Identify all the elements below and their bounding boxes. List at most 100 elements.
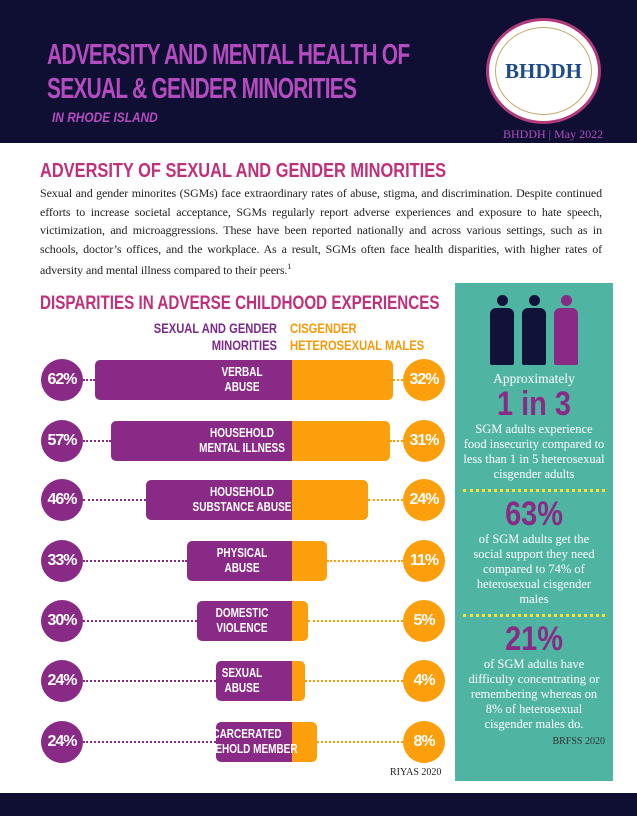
bar-cis (292, 360, 394, 400)
bar-sgm (215, 722, 292, 762)
bar-label: VERBAL ABUSE (154, 362, 330, 398)
bar-sgm (95, 360, 292, 400)
stat3-text: of SGM adults have difficulty concentrat… (468, 657, 600, 731)
chart-row: INCARCERATED HOUSEHOLD MEMBER 24% 8% (0, 719, 455, 765)
bar-cis (292, 661, 305, 701)
value-label-cis: 24% (403, 479, 445, 521)
chart-row: SEXUAL ABUSE 24% 4% (0, 658, 455, 704)
value-label-cis: 31% (403, 420, 445, 462)
bar-sgm (111, 421, 292, 461)
bar-sgm (215, 661, 292, 701)
connector-cis (304, 680, 403, 682)
connector-sgm (83, 620, 197, 622)
legend-sgm-line2: MINORITIES (211, 337, 277, 353)
bar-label: SEXUAL ABUSE (154, 663, 330, 699)
connector-cis (368, 499, 403, 501)
bar-label-line2: ABUSE (224, 681, 260, 695)
header-banner: ADVERSITY AND MENTAL HEALTH OF SEXUAL & G… (0, 0, 637, 143)
connector-sgm (83, 499, 147, 501)
bar-label-line2: SUBSTANCE ABUSE (192, 500, 292, 514)
value-label-cis: 8% (403, 721, 445, 763)
stat1-intro: Approximately (493, 371, 575, 386)
bar-cis (292, 541, 327, 581)
divider (463, 489, 605, 492)
value-label-cis: 11% (403, 540, 445, 582)
bhddh-logo: BHDDH (486, 18, 601, 124)
value-label-sgm: 24% (41, 721, 83, 763)
bar-label: PHYSICAL ABUSE (154, 543, 330, 579)
footnote-ref: 1 (287, 262, 292, 271)
bar-label-line2: HOUSEHOLD MEMBER (186, 742, 298, 756)
connector-cis (326, 560, 403, 562)
stat2-value: 63% (505, 495, 563, 533)
value-label-sgm: 57% (41, 420, 83, 462)
page-subtitle: IN RHODE ISLAND (52, 109, 158, 125)
connector-cis (307, 620, 403, 622)
chart-row: VERBAL ABUSE 62% 32% (0, 357, 455, 403)
section-title: ADVERSITY OF SEXUAL AND GENDER MINORITIE… (40, 160, 447, 182)
panel-source: BRFSS 2020 (552, 736, 605, 747)
bar-label-line1: VERBAL (221, 365, 263, 379)
bar-label: HOUSEHOLD SUBSTANCE ABUSE (154, 482, 330, 518)
value-label-cis: 4% (403, 660, 445, 702)
chart-title: DISPARITIES IN ADVERSE CHILDHOOD EXPERIE… (40, 293, 440, 314)
stat2-text: of SGM adults get the social support the… (473, 532, 595, 606)
value-label-sgm: 30% (41, 600, 83, 642)
bar-label: DOMESTIC VIOLENCE (154, 603, 330, 639)
bar-cis (292, 480, 369, 520)
value-label-sgm: 33% (41, 540, 83, 582)
bar-label-line1: HOUSEHOLD (210, 426, 274, 440)
bar-label-line1: INCARCERATED (202, 727, 282, 741)
bar-cis (292, 722, 318, 762)
bar-label-line1: PHYSICAL (216, 546, 268, 560)
publication-date: BHDDH | May 2022 (503, 127, 604, 141)
intro-paragraph: Sexual and gender minorites (SGMs) face … (40, 184, 602, 280)
value-label-sgm: 46% (41, 479, 83, 521)
title-line-1: ADVERSITY AND MENTAL HEALTH OF (47, 39, 410, 71)
bar-label-line1: DOMESTIC (215, 606, 269, 620)
connector-cis (317, 741, 403, 743)
legend-cis: CISGENDER HETEROSEXUAL MALES (290, 320, 424, 354)
person-icon (490, 295, 514, 365)
people-icons (455, 295, 613, 365)
connector-sgm (83, 560, 188, 562)
person-icon (522, 295, 546, 365)
page-title: ADVERSITY AND MENTAL HEALTH OF SEXUAL & G… (47, 38, 410, 106)
stat1-value: 1 in 3 (497, 385, 571, 423)
chart-row: DOMESTIC VIOLENCE 30% 5% (0, 598, 455, 644)
bar-label-line1: SEXUAL (221, 666, 263, 680)
bar-label-line2: VIOLENCE (216, 621, 268, 635)
logo-text: BHDDH (504, 58, 582, 83)
connector-sgm (83, 741, 216, 743)
bar-label-line2: ABUSE (224, 561, 260, 575)
bar-label: INCARCERATED HOUSEHOLD MEMBER (154, 724, 330, 760)
bar-label-line2: ABUSE (224, 380, 260, 394)
stats-panel: Approximately 1 in 3 SGM adults experien… (455, 283, 613, 781)
stat1-text: SGM adults experience food insecurity co… (463, 422, 605, 481)
title-line-2: SEXUAL & GENDER MINORITIES (47, 73, 357, 105)
footer-bar (0, 793, 637, 816)
bar-cis (292, 601, 308, 641)
bar-label-line1: HOUSEHOLD (210, 485, 274, 499)
chart-row: PHYSICAL ABUSE 33% 11% (0, 538, 455, 584)
bar-label: HOUSEHOLD MENTAL ILLNESS (154, 423, 330, 459)
legend-cis-line2: HETEROSEXUAL MALES (290, 337, 425, 353)
person-icon-highlight (554, 295, 578, 365)
divider (463, 614, 605, 617)
connector-cis (390, 440, 403, 442)
legend-sgm: SEXUAL AND GENDER MINORITIES (154, 320, 277, 354)
value-label-cis: 32% (403, 359, 445, 401)
connector-cis (393, 379, 403, 381)
bar-sgm (187, 541, 292, 581)
bar-sgm (196, 601, 292, 641)
bar-label-line2: MENTAL ILLNESS (199, 441, 285, 455)
ace-bar-chart: VERBAL ABUSE 62% 32% HOUSEHOLD MENTAL ILLNESS… (0, 357, 455, 765)
bar-sgm (146, 480, 292, 520)
stat3-value: 21% (505, 620, 563, 658)
legend-sgm-line1: SEXUAL AND GENDER (153, 320, 277, 336)
chart-row: HOUSEHOLD SUBSTANCE ABUSE 46% 24% (0, 477, 455, 523)
chart-row: HOUSEHOLD MENTAL ILLNESS 57% 31% (0, 418, 455, 464)
chart-source: RIYAS 2020 (390, 767, 442, 778)
value-label-cis: 5% (403, 600, 445, 642)
intro-text: Sexual and gender minorites (SGMs) face … (40, 186, 602, 277)
